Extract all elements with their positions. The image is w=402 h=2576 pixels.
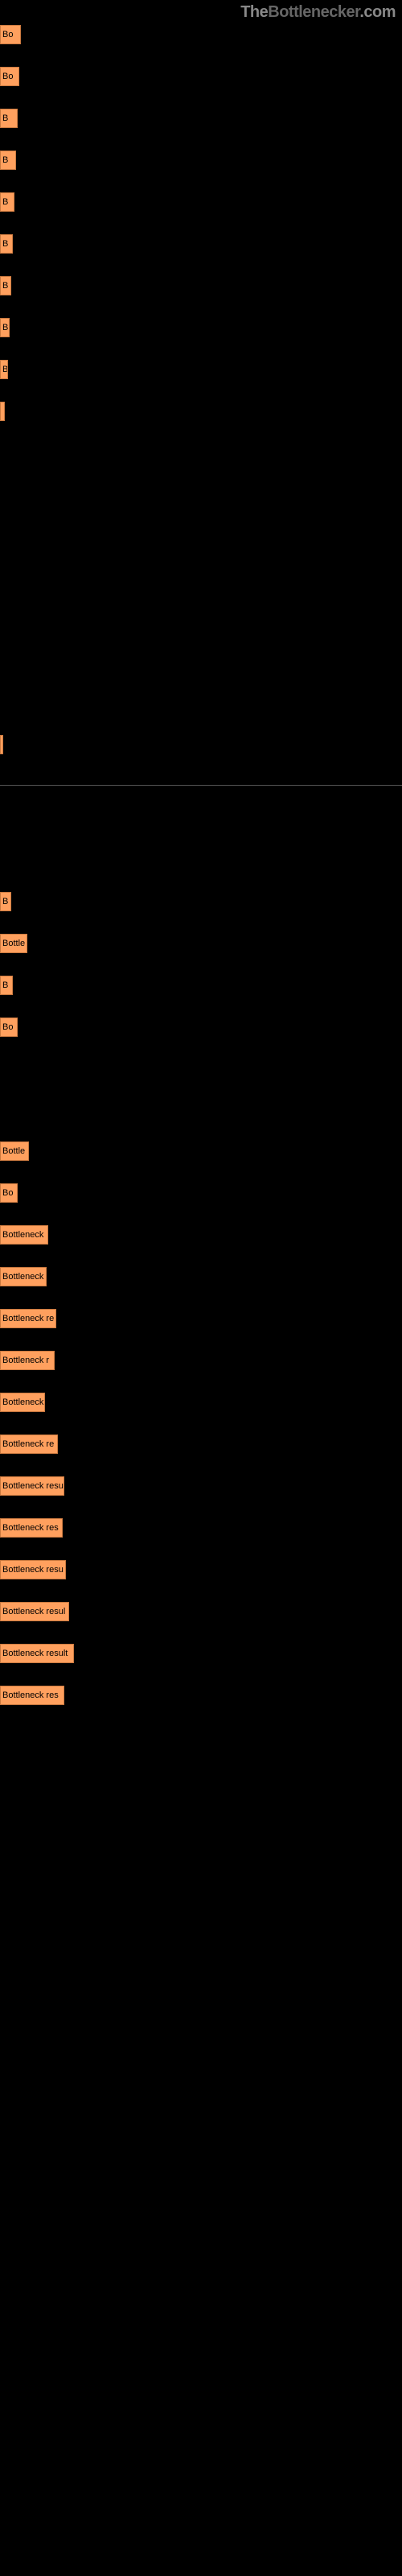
bar-row: Bo [0, 1018, 402, 1058]
bar[interactable]: Bo [0, 1018, 18, 1037]
bar-label: Bottleneck resu [2, 1565, 64, 1575]
bar-label: B [2, 897, 8, 906]
bar-row: Bottleneck [0, 1393, 402, 1433]
bar[interactable]: Bottle [0, 1141, 29, 1161]
bar-row: Bottleneck re [0, 1309, 402, 1349]
bar-label: Bo [2, 72, 13, 81]
bar-row: Bottleneck result [0, 1644, 402, 1684]
bar-row: Bo [0, 67, 402, 107]
bar[interactable]: Bo [0, 1183, 18, 1203]
chart-mid-group-2: B Bottle B Bo [0, 892, 402, 1058]
bar-row: Bottleneck [0, 1225, 402, 1265]
bar-label: Bottleneck r [2, 1356, 49, 1365]
bar-label: B [2, 980, 8, 990]
bar-label: B [2, 155, 8, 165]
bar[interactable]: B [0, 192, 14, 212]
bar[interactable]: Bottleneck resu [0, 1476, 64, 1496]
bar-label: B [2, 239, 8, 249]
logo-the: The [240, 3, 268, 21]
bar-label: B [2, 114, 8, 123]
bar-row: Bottleneck r [0, 1351, 402, 1391]
bar-label: Bo [2, 1188, 13, 1198]
bar-row: B [0, 360, 402, 400]
bar-label: B [2, 323, 8, 332]
bar[interactable]: Bottleneck result [0, 1644, 74, 1663]
header-logo: TheBottlenecker.com [0, 0, 402, 25]
bar[interactable]: B [0, 318, 10, 337]
bar-label: Bottleneck [2, 1230, 43, 1240]
bar[interactable]: B [0, 360, 8, 379]
bar[interactable]: Bo [0, 25, 21, 44]
bar[interactable]: Bottleneck re [0, 1435, 58, 1454]
bar-label: Bottleneck resul [2, 1607, 65, 1616]
bar[interactable]: Bottle [0, 934, 27, 953]
bar[interactable]: Bottleneck resu [0, 1560, 66, 1579]
bar-row: Bottleneck re [0, 1435, 402, 1475]
bar[interactable]: Bottleneck [0, 1267, 47, 1286]
bar-label: Bottleneck res [2, 1523, 59, 1533]
bar[interactable]: Bottleneck [0, 1393, 45, 1412]
bar[interactable]: B [0, 151, 16, 170]
bar-row: Bottleneck resul [0, 1602, 402, 1642]
bar-label: Bottle [2, 939, 25, 948]
chart-top-group: Bo Bo B B B B B B B [0, 25, 402, 442]
bar-row: B [0, 318, 402, 358]
bar-row: Bottleneck resu [0, 1476, 402, 1517]
bar[interactable]: B [0, 276, 11, 295]
bar-row: Bottle [0, 934, 402, 974]
chart-bottom-group: Bottle Bo Bottleneck Bottleneck Bottleneck r… [0, 1141, 402, 1726]
bar-label: Bottleneck result [2, 1649, 68, 1658]
bar[interactable]: Bo [0, 67, 19, 86]
bar-label: B [2, 281, 8, 291]
bar[interactable]: B [0, 976, 13, 995]
bar[interactable]: Bottleneck [0, 1225, 48, 1245]
logo-com: .com [359, 3, 396, 21]
bar-row: B [0, 192, 402, 233]
bar-label: Bottleneck re [2, 1439, 54, 1449]
bar-row: B [0, 976, 402, 1016]
bar-row: B [0, 109, 402, 149]
bar[interactable]: Bottleneck r [0, 1351, 55, 1370]
bar-label: Bottleneck res [2, 1690, 59, 1700]
bar-row: Bottleneck resu [0, 1560, 402, 1600]
bar-label: Bottleneck [2, 1272, 43, 1282]
bar-label: B [2, 365, 8, 374]
bar[interactable] [0, 735, 3, 754]
bar-label: Bottle [2, 1146, 25, 1156]
bar-label: Bo [2, 30, 13, 39]
bar[interactable] [0, 402, 5, 421]
bar-label: Bottleneck resu [2, 1481, 64, 1491]
bar[interactable]: Bottleneck res [0, 1518, 63, 1538]
bar[interactable]: B [0, 234, 13, 254]
bar-row: B [0, 892, 402, 932]
bar-row: Bo [0, 25, 402, 65]
bar-row: B [0, 151, 402, 191]
bar-row: Bottle [0, 1141, 402, 1182]
bar[interactable]: Bottleneck resul [0, 1602, 69, 1621]
bar-label: B [2, 197, 8, 207]
separator-line [0, 785, 402, 786]
logo-bottlenecker: Bottlenecker [268, 3, 359, 21]
bar[interactable]: Bottleneck re [0, 1309, 56, 1328]
bar-label: Bo [2, 1022, 13, 1032]
bar-row: Bottleneck [0, 1267, 402, 1307]
bar-label: Bottleneck re [2, 1314, 54, 1323]
bar[interactable]: Bottleneck res [0, 1686, 64, 1705]
bar-row [0, 402, 402, 442]
chart-mid-group-1 [0, 735, 402, 775]
bar-row: B [0, 234, 402, 275]
bar-row: Bo [0, 1183, 402, 1224]
bar-label: Bottleneck [2, 1397, 43, 1407]
bar-row: Bottleneck res [0, 1686, 402, 1726]
bar-row [0, 735, 402, 775]
bar-row: Bottleneck res [0, 1518, 402, 1558]
bar-row: B [0, 276, 402, 316]
bar[interactable]: B [0, 109, 18, 128]
bar[interactable]: B [0, 892, 11, 911]
